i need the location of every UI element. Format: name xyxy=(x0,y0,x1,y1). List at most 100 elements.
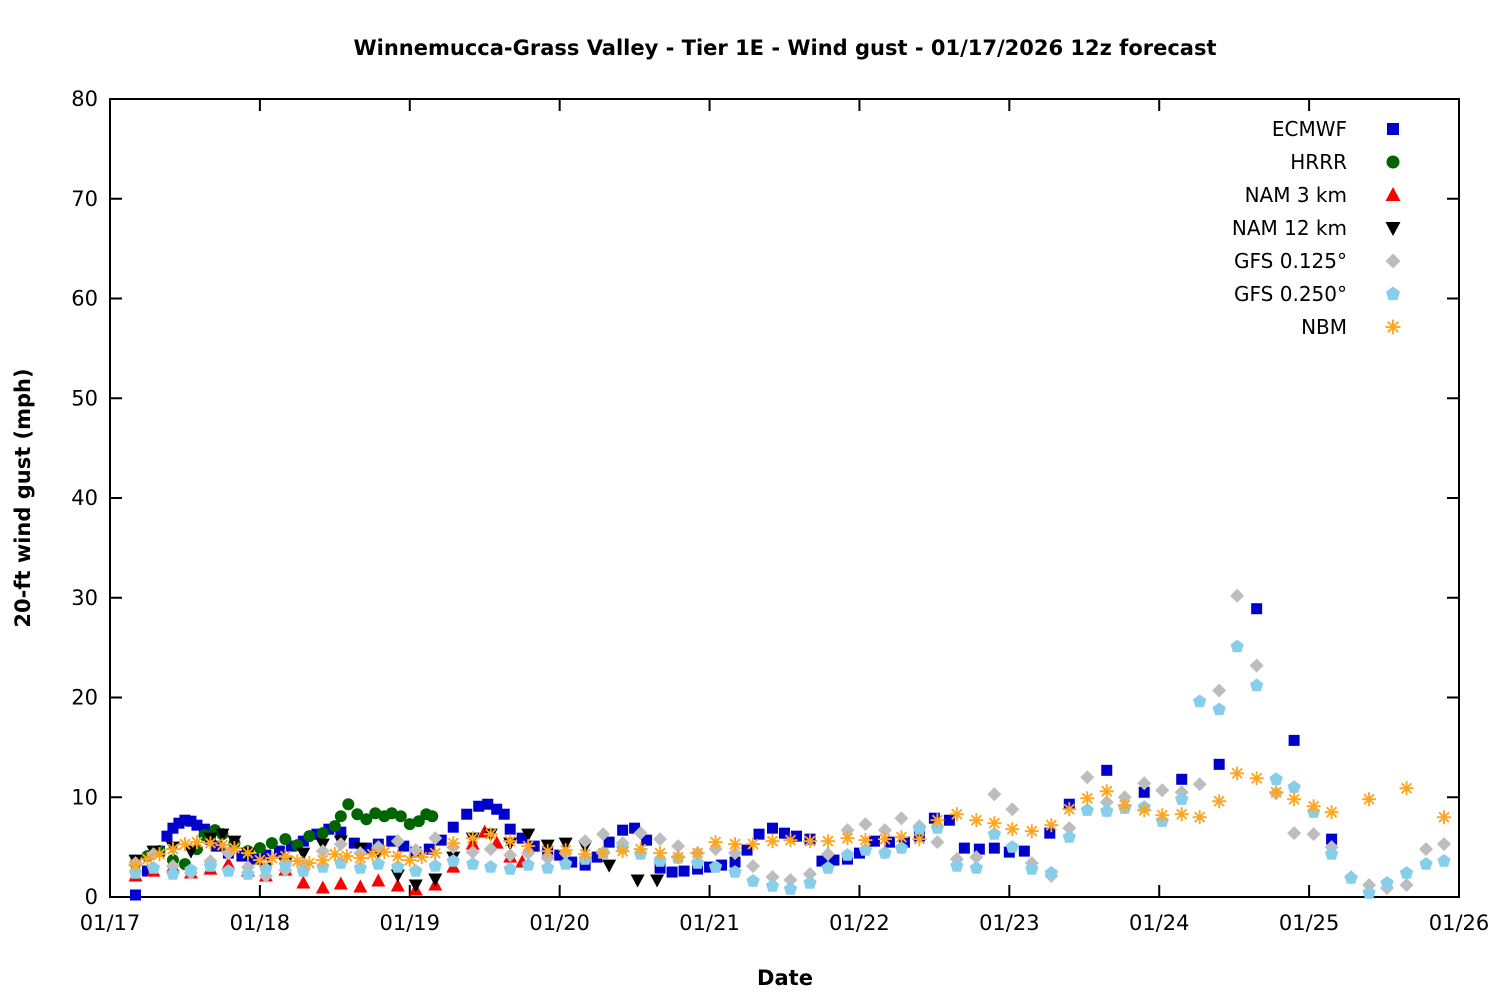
asterisk-stroke xyxy=(1387,321,1399,333)
square-marker xyxy=(161,830,173,842)
asterisk-stroke xyxy=(291,855,303,867)
square-marker xyxy=(1018,845,1030,857)
circle-marker xyxy=(412,815,425,828)
asterisk-stroke xyxy=(804,835,816,847)
asterisk-marker xyxy=(339,849,354,864)
asterisk-stroke xyxy=(129,859,142,871)
asterisk-marker xyxy=(690,846,705,861)
asterisk-marker xyxy=(264,851,279,866)
pentagon-marker xyxy=(1399,866,1414,879)
circle-marker xyxy=(342,798,355,811)
asterisk-stroke xyxy=(266,852,278,864)
pentagon-marker xyxy=(391,860,405,873)
diamond-marker xyxy=(333,837,348,852)
square-marker xyxy=(311,828,323,840)
asterisk-stroke xyxy=(153,848,166,860)
pentagon-marker xyxy=(912,822,927,835)
pentagon-marker xyxy=(259,862,273,875)
asterisk-stroke xyxy=(988,817,1000,829)
diamond-marker xyxy=(503,848,518,863)
x-tick-label: 01/20 xyxy=(529,911,590,935)
x-axis-title: Date xyxy=(757,966,813,990)
asterisk-marker xyxy=(390,849,405,864)
pentagon-marker xyxy=(878,846,892,859)
diamond-marker xyxy=(969,850,984,865)
triangle-down-marker xyxy=(390,869,405,883)
circle-marker xyxy=(394,810,407,823)
triangle-down-marker xyxy=(296,847,311,861)
triangle-down-marker xyxy=(408,879,423,893)
square-marker xyxy=(828,854,840,866)
x-tick-label: 01/25 xyxy=(1279,911,1340,935)
square-marker xyxy=(167,822,179,834)
asterisk-marker xyxy=(1437,810,1452,825)
asterisk-marker xyxy=(521,839,536,854)
square-marker xyxy=(435,834,447,846)
asterisk-stroke xyxy=(179,838,191,850)
plot-axes: 0 10 20 30 40 50 60 70 80 01/17 01/18 01/19 01/20 01/… xyxy=(71,87,1489,935)
asterisk-stroke xyxy=(191,836,203,848)
asterisk-marker xyxy=(540,844,555,859)
diamond-marker xyxy=(1062,821,1077,836)
pentagon-marker xyxy=(541,861,555,874)
asterisk-stroke xyxy=(895,831,908,843)
triangle-up-marker xyxy=(1385,187,1401,201)
circle-marker xyxy=(334,810,347,823)
pentagon-marker xyxy=(858,843,873,856)
square-marker xyxy=(423,843,435,855)
diamond-marker xyxy=(671,839,686,854)
asterisk-stroke xyxy=(634,843,647,855)
square-marker xyxy=(1326,833,1338,845)
asterisk-stroke xyxy=(766,835,779,847)
asterisk-marker xyxy=(1212,794,1227,809)
asterisk-stroke xyxy=(228,842,241,854)
asterisk-stroke xyxy=(1213,795,1225,807)
diamond-marker xyxy=(315,844,330,859)
square-marker xyxy=(883,836,895,848)
asterisk-marker xyxy=(1362,792,1377,807)
pentagon-marker xyxy=(1324,847,1339,860)
asterisk-stroke xyxy=(1363,793,1375,805)
square-marker xyxy=(678,865,690,877)
diamond-marker xyxy=(165,859,180,874)
asterisk-marker xyxy=(1174,807,1189,822)
asterisk-marker xyxy=(1099,784,1114,799)
pentagon-marker xyxy=(728,865,742,878)
square-marker xyxy=(1101,764,1113,776)
pentagon-marker xyxy=(503,862,517,875)
square-marker xyxy=(591,851,603,863)
asterisk-stroke xyxy=(204,837,217,849)
square-marker xyxy=(236,850,248,862)
asterisk-marker xyxy=(152,847,167,862)
square-marker xyxy=(129,889,141,901)
asterisk-stroke xyxy=(841,832,854,844)
pentagon-marker xyxy=(221,864,236,877)
series-nbm xyxy=(128,766,1452,873)
asterisk-stroke xyxy=(1081,792,1093,804)
asterisk-marker xyxy=(802,834,817,849)
asterisk-marker xyxy=(215,838,230,853)
asterisk-stroke xyxy=(859,834,872,846)
legend-label: GFS 0.250° xyxy=(1234,282,1347,306)
pentagon-marker xyxy=(1269,772,1283,785)
diamond-marker xyxy=(930,835,945,850)
asterisk-marker xyxy=(858,833,873,848)
square-marker xyxy=(973,843,985,855)
square-marker xyxy=(603,836,615,848)
diamond-marker xyxy=(465,845,480,860)
asterisk-stroke xyxy=(747,838,759,850)
pentagon-marker xyxy=(1044,866,1058,879)
pentagon-marker xyxy=(1419,857,1433,870)
pentagon-marker xyxy=(987,827,1001,840)
diamond-marker xyxy=(653,832,668,847)
y-tick-label: 10 xyxy=(71,785,98,809)
asterisk-marker xyxy=(633,842,648,857)
asterisk-marker xyxy=(177,837,192,852)
asterisk-stroke xyxy=(141,853,154,865)
pentagon-marker xyxy=(466,857,480,870)
pentagon-marker xyxy=(241,867,255,880)
circle-marker xyxy=(279,833,292,846)
triangle-down-marker xyxy=(521,828,536,842)
legend-label: HRRR xyxy=(1290,150,1347,174)
